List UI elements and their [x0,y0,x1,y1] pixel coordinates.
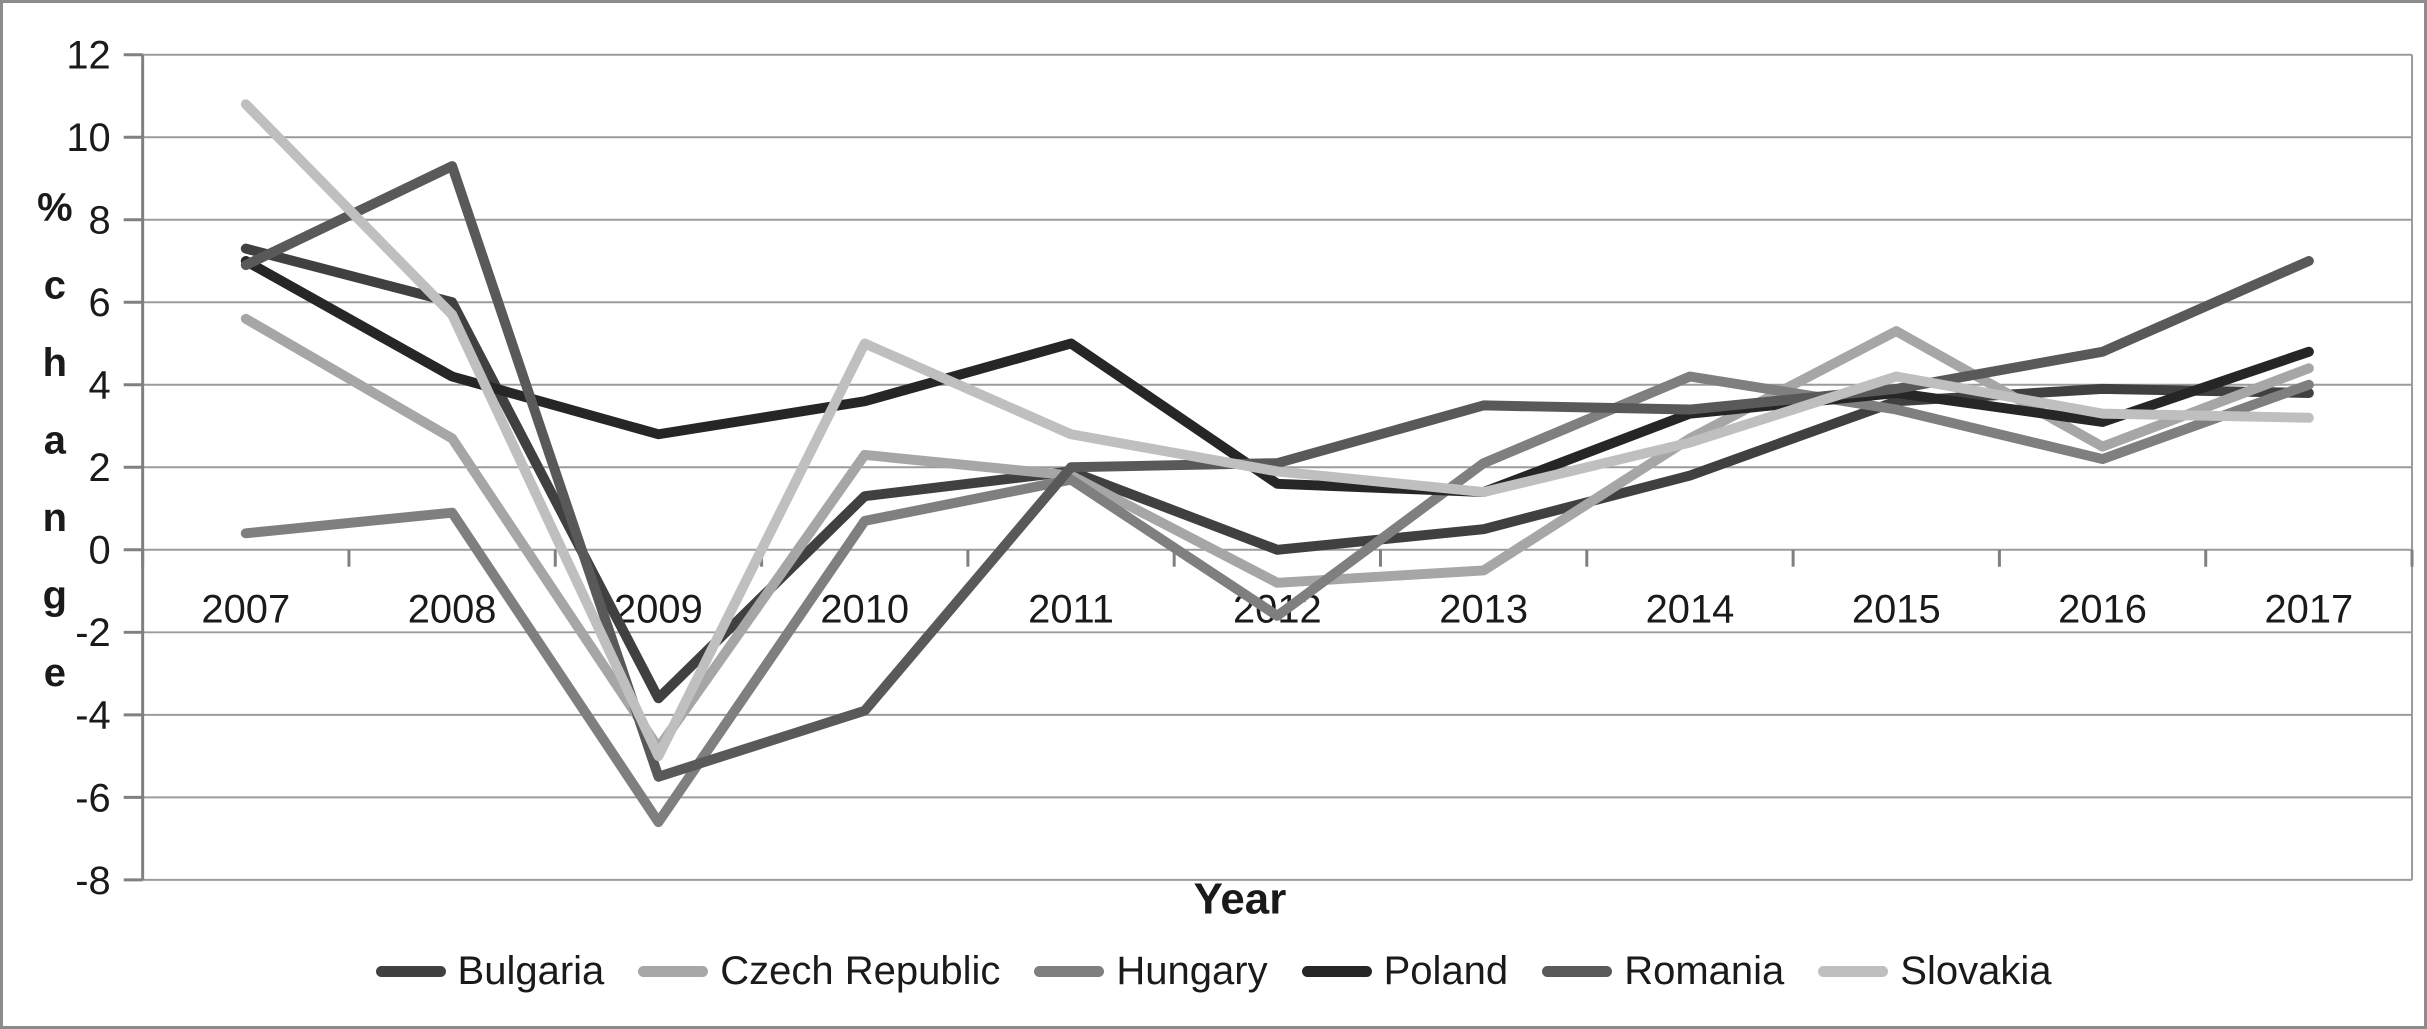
x-tick-label: 2010 [820,587,909,631]
x-tick-label: 2014 [1646,587,1735,631]
legend-item-romania: Romania [1542,949,1784,994]
y-axis-title-letter: h [43,341,67,385]
legend-label: Bulgaria [457,948,605,993]
y-tick-label: -6 [75,776,110,820]
legend-item-poland: Poland [1301,948,1509,994]
legend-label: Romania [1624,948,1785,993]
series-line-slovakia [240,99,2314,762]
y-axis-title-letter: n [43,496,67,540]
y-tick-label: -2 [75,611,110,655]
y-tick-label: -4 [75,694,110,738]
y-axis-title-letter: e [44,651,66,695]
legend-swatch-slovakia [1818,965,1889,977]
y-tick-label: 6 [89,281,111,325]
series-line-hungary [240,371,2314,828]
y-tick-label: 2 [89,446,111,490]
x-tick-label: 2009 [614,587,703,631]
y-axis-title-letter: a [44,418,67,462]
y-tick-label: 10 [66,116,110,160]
x-tick-label: 2016 [2058,587,2147,631]
legend-item-slovakia: Slovakia [1818,949,2051,994]
series-line-czech-republic [240,313,2314,753]
x-tick-label: 2007 [201,587,290,631]
y-axis-title-letter: g [43,574,67,618]
legend-label: Poland [1383,948,1509,993]
x-tick-label: 2017 [2264,587,2353,631]
y-axis-title-letter: c [44,263,66,307]
x-axis-title: Year [1194,875,1287,924]
legend-label: Slovakia [1900,948,2052,993]
chart-legend: Bulgaria Czech Republic Hungary Poland Roman… [3,941,2424,1001]
y-tick-label: 12 [66,34,110,78]
legend-swatch-bulgaria [375,965,446,977]
legend-item-hungary: Hungary [1034,948,1268,994]
y-tick-label: -8 [75,859,110,903]
legend-label: Hungary [1116,948,1268,993]
legend-swatch-poland [1301,965,1372,977]
x-tick-label: 2015 [1852,587,1941,631]
y-tick-label: 4 [89,364,111,408]
x-tick-label: 2013 [1439,587,1528,631]
gdp-growth-line-chart: Year 12 10 8 6 4 2 0 -2 -4 -6 -8 2007 2008 2009 2010 20… [37,34,2414,924]
legend-label: Czech Republic [720,948,1001,993]
legend-swatch-romania [1542,965,1613,977]
y-tick-label: 8 [89,199,111,243]
legend-item-czech-republic: Czech Republic [638,949,1000,994]
x-tick-label: 2011 [1028,587,1114,631]
legend-swatch-hungary [1034,965,1105,977]
x-tick-label: 2008 [408,587,497,631]
series-line-poland [240,256,2314,498]
legend-swatch-czech-republic [638,965,709,977]
series-line-romania [240,161,2314,782]
y-tick-label: 0 [89,529,111,573]
legend-item-bulgaria: Bulgaria [375,948,605,994]
y-axis-title-letter: % [37,186,72,230]
